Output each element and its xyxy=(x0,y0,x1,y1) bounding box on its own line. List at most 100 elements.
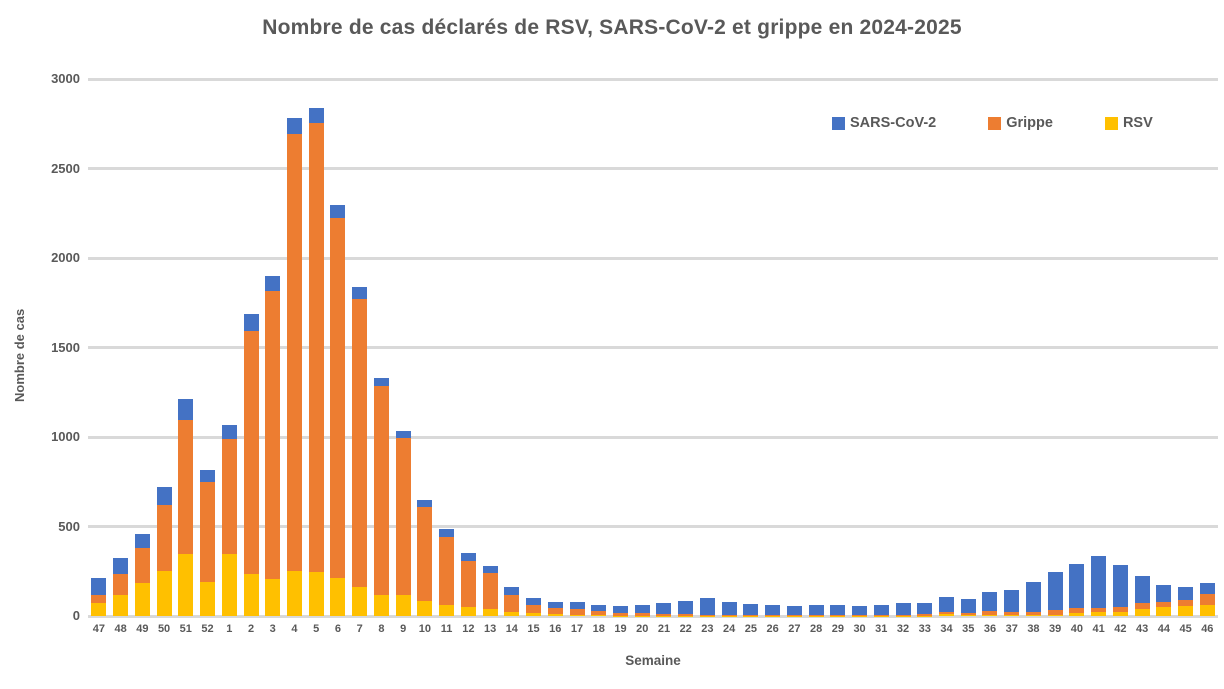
bar-week-14-rsv xyxy=(504,612,520,616)
y-tick-label-2500: 2500 xyxy=(51,160,80,176)
bar-stack-week-4 xyxy=(286,118,302,616)
bar-week-38-rsv xyxy=(1025,615,1041,616)
bar-week-41 xyxy=(1088,79,1110,616)
bar-stack-week-18 xyxy=(591,604,607,616)
bar-stack-week-12 xyxy=(460,553,476,616)
bar-week-2-sars-cov-2 xyxy=(243,313,259,332)
legend-label-rsv: RSV xyxy=(1122,115,1153,131)
bar-week-43 xyxy=(1131,79,1153,616)
bar-week-44-sars-cov-2 xyxy=(1156,584,1172,602)
x-tick-label-44: 44 xyxy=(1157,623,1170,635)
x-tick-label-8: 8 xyxy=(378,623,385,635)
bar-week-1-sars-cov-2 xyxy=(221,425,237,439)
bar-stack-week-29 xyxy=(830,604,846,616)
bar-week-16 xyxy=(544,79,566,616)
bar-week-32-sars-cov-2 xyxy=(895,603,911,615)
bar-stack-week-17 xyxy=(569,601,585,616)
bar-stack-week-33 xyxy=(917,602,933,616)
x-tick-label-32: 32 xyxy=(896,623,910,635)
x-tick-label-4: 4 xyxy=(291,623,298,635)
legend-label-grippe: Grippe xyxy=(1006,115,1053,131)
x-tick-label-30: 30 xyxy=(853,623,866,635)
bar-week-9-rsv xyxy=(395,595,411,616)
bar-stack-week-16 xyxy=(547,602,563,616)
x-tick-label-49: 49 xyxy=(136,623,149,635)
bar-week-44 xyxy=(1153,79,1175,616)
x-tick-label-23: 23 xyxy=(701,623,714,635)
legend-item-rsv: RSV xyxy=(1104,115,1153,131)
bar-week-17 xyxy=(566,79,588,616)
bar-week-19 xyxy=(610,79,632,616)
bar-week-15-grippe xyxy=(526,605,542,614)
bar-week-8-sars-cov-2 xyxy=(373,377,389,386)
bar-week-3-sars-cov-2 xyxy=(265,275,281,292)
bar-week-20-grippe xyxy=(634,612,650,616)
bar-week-10-sars-cov-2 xyxy=(417,499,433,508)
bar-week-2-rsv xyxy=(243,573,259,616)
bar-week-40 xyxy=(1066,79,1088,616)
bar-week-44-grippe xyxy=(1156,601,1172,608)
bar-week-10 xyxy=(414,79,436,616)
bar-stack-week-46 xyxy=(1199,583,1215,616)
bar-week-19-sars-cov-2 xyxy=(612,606,628,614)
bar-week-41-grippe xyxy=(1091,607,1107,613)
bar-week-1-grippe xyxy=(221,438,237,555)
bar-week-25-grippe xyxy=(743,614,759,616)
legend-swatch-sars-cov-2-icon xyxy=(832,116,845,130)
bar-week-45-rsv xyxy=(1178,606,1194,616)
x-tick-label-38: 38 xyxy=(1027,623,1040,635)
bar-week-11-sars-cov-2 xyxy=(439,529,455,538)
bar-week-6-rsv xyxy=(330,577,346,616)
bar-week-29 xyxy=(827,79,849,616)
bar-week-28 xyxy=(805,79,827,616)
bar-week-8-rsv xyxy=(373,594,389,616)
bar-week-48-rsv xyxy=(113,594,129,616)
y-tick-label-3000: 3000 xyxy=(51,71,80,86)
gridline-500 xyxy=(88,525,1218,528)
bar-week-52-sars-cov-2 xyxy=(200,470,216,482)
bar-week-51 xyxy=(175,79,197,616)
bar-stack-week-45 xyxy=(1178,586,1194,616)
bar-week-21-sars-cov-2 xyxy=(656,602,672,615)
x-tick-label-5: 5 xyxy=(313,623,320,635)
bar-stack-week-44 xyxy=(1156,584,1172,616)
bar-week-15 xyxy=(523,79,545,616)
legend: SARS-CoV-2 Grippe RSV xyxy=(832,115,1153,131)
bar-week-48 xyxy=(110,79,132,616)
bar-stack-week-1 xyxy=(221,425,237,616)
bar-stack-week-7 xyxy=(352,286,368,616)
bar-week-33 xyxy=(914,79,936,616)
bar-week-31 xyxy=(870,79,892,616)
bar-stack-week-15 xyxy=(526,597,542,616)
y-axis-title: Nombre de cas xyxy=(12,308,27,402)
bar-stack-week-49 xyxy=(134,533,150,616)
bar-week-50-grippe xyxy=(156,505,172,572)
bar-week-49 xyxy=(131,79,153,616)
bar-week-36-sars-cov-2 xyxy=(982,591,998,611)
x-tick-label-27: 27 xyxy=(788,623,801,635)
x-tick-label-37: 37 xyxy=(1005,623,1018,635)
x-tick-label-40: 40 xyxy=(1070,623,1084,635)
bar-week-25 xyxy=(740,79,762,616)
bar-stack-week-26 xyxy=(765,605,781,616)
x-tick-label-39: 39 xyxy=(1049,623,1062,635)
x-tick-label-47: 47 xyxy=(92,623,105,635)
gridline-2000 xyxy=(88,256,1218,260)
bar-week-22 xyxy=(675,79,697,616)
bar-week-24-grippe xyxy=(721,614,737,616)
x-tick-label-19: 19 xyxy=(614,623,627,635)
bar-week-20-sars-cov-2 xyxy=(634,605,650,613)
x-tick-label-43: 43 xyxy=(1135,623,1149,635)
bar-week-27 xyxy=(784,79,806,616)
bar-week-33-grippe xyxy=(917,614,933,616)
x-tick-label-18: 18 xyxy=(592,623,605,635)
bar-stack-week-43 xyxy=(1134,576,1150,616)
bar-stack-week-9 xyxy=(395,430,411,616)
bar-week-34-sars-cov-2 xyxy=(939,596,954,613)
bar-week-9-grippe xyxy=(395,437,411,596)
bar-week-50-rsv xyxy=(156,571,172,616)
legend-swatch-rsv-icon xyxy=(1104,116,1118,130)
bar-week-13-rsv xyxy=(482,608,498,616)
bar-week-51-rsv xyxy=(178,554,194,616)
bar-week-22-sars-cov-2 xyxy=(678,601,694,615)
